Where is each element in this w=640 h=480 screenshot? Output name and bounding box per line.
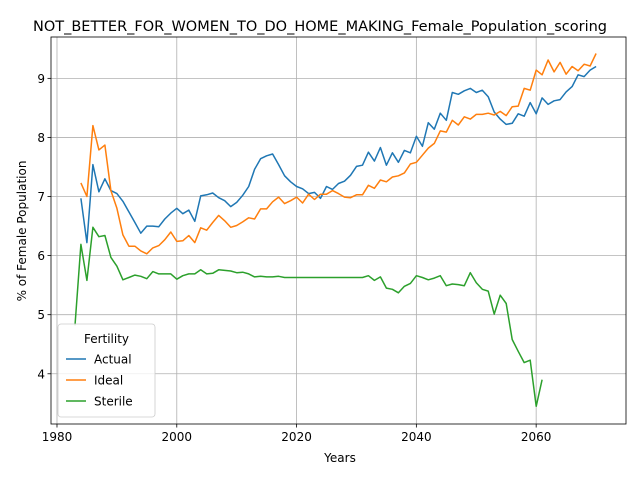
series-line-sterile: [74, 226, 543, 408]
x-tick-label: 2020: [281, 430, 312, 444]
legend-label-sterile: Sterile: [94, 395, 133, 409]
legend: Fertility Actual Ideal Sterile: [57, 323, 156, 418]
x-axis: 1980 2000 2020 2040 2060: [42, 424, 552, 444]
y-tick-label: 6: [37, 249, 45, 263]
plot-frame: [50, 36, 627, 425]
x-tick-label: 2060: [521, 430, 552, 444]
grid: [51, 37, 626, 424]
y-axis: 4 5 6 7 8 9: [37, 72, 51, 381]
legend-label-ideal: Ideal: [94, 374, 123, 388]
series-line-ideal: [80, 53, 597, 255]
legend-label-actual: Actual: [94, 353, 132, 367]
x-tick-label: 2040: [401, 430, 432, 444]
x-tick-label: 1980: [42, 430, 73, 444]
y-axis-label: % of Female Population: [15, 161, 29, 302]
y-tick-label: 4: [37, 367, 45, 381]
x-tick-label: 2000: [162, 430, 193, 444]
series-layer: [74, 53, 597, 408]
chart-title: NOT_BETTER_FOR_WOMEN_TO_DO_HOME_MAKING_F…: [33, 19, 607, 35]
series-line-actual: [80, 65, 597, 244]
y-tick-label: 9: [37, 72, 45, 86]
legend-title: Fertility: [84, 332, 129, 346]
y-tick-label: 5: [37, 308, 45, 322]
y-tick-label: 8: [37, 131, 45, 145]
y-tick-label: 7: [37, 190, 45, 204]
legend-box: [57, 323, 156, 418]
x-axis-label: Years: [323, 451, 356, 465]
